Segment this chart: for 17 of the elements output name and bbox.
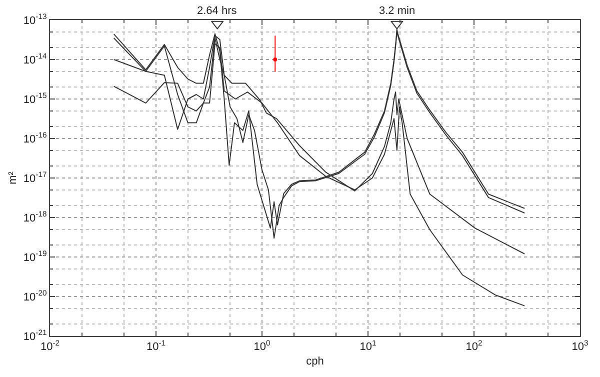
y-tick-label: 10$^{-13}$	[23, 12, 47, 27]
y-tick-label: 10$^{-15}$	[23, 91, 47, 106]
x-tick-label: 10$^{2}$	[466, 338, 482, 354]
y-tick-label: 10$^{-14}$	[23, 52, 48, 66]
x-tick-label: 10$^{1}$	[360, 338, 376, 354]
y-tick-label: 10$^{-16}$	[23, 130, 47, 146]
y-tick-label: 10$^{-18}$	[23, 210, 47, 224]
annotation: 2.64 hrs	[197, 5, 238, 17]
y-tick-label: 10$^{-20}$	[23, 288, 47, 304]
y-tick-label: 10$^{-17}$	[23, 170, 47, 185]
x-tick-label: 10$^{0}$	[254, 338, 270, 354]
y-axis-title: m²	[7, 171, 20, 184]
annotation: 3.2 min	[379, 5, 416, 17]
x-tick-label: 10$^{-1}$	[146, 338, 166, 354]
y-tick-label: 10$^{-19}$	[23, 249, 47, 264]
x-axis-title: cph	[306, 355, 324, 368]
x-tick-label: 10$^{3}$	[572, 338, 588, 354]
